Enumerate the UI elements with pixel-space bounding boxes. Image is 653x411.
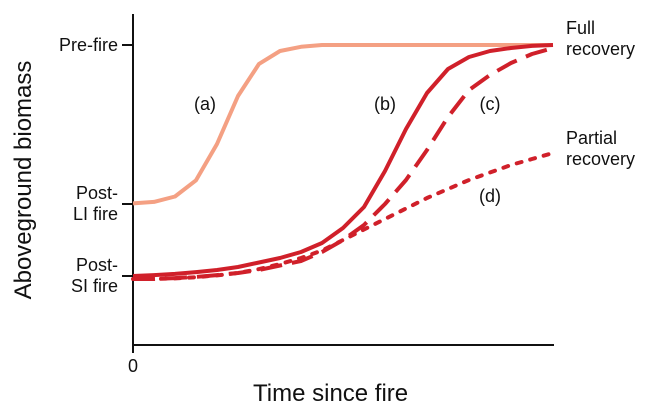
line-series xyxy=(132,43,553,206)
y-tick-label: Post-LI fire xyxy=(72,183,118,224)
y-tick-label: Pre-fire xyxy=(58,34,118,55)
series-label: (a) xyxy=(194,94,216,114)
annotation: Full recovery xyxy=(566,18,636,59)
series-label: (c) xyxy=(480,94,501,114)
annotation: Partial recovery xyxy=(566,128,636,169)
x-axis-label: Time since fire xyxy=(253,380,409,407)
series-label: (d) xyxy=(479,186,501,206)
line-series xyxy=(133,46,554,281)
y-tick-label: Post-SI fire xyxy=(70,255,118,296)
y-axis-label: Aboveground biomass xyxy=(10,60,37,300)
series-label: (b) xyxy=(374,94,396,114)
line-series xyxy=(132,43,554,278)
line-series xyxy=(131,151,555,281)
x-tick-label: 0 xyxy=(128,356,138,376)
